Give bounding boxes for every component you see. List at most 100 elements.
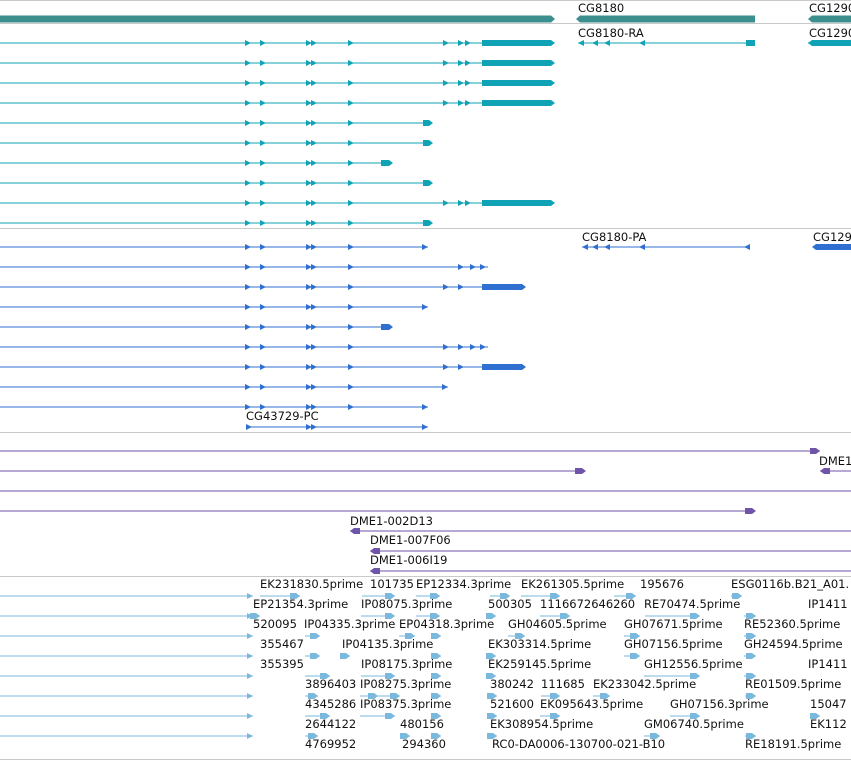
exon-arrow [245, 60, 251, 66]
est-label[interactable]: 521600 [490, 697, 534, 711]
est-label[interactable]: 480156 [400, 717, 444, 731]
est-label[interactable]: EK233042.5prime [593, 677, 696, 691]
exon-arrow [260, 60, 266, 66]
est-label[interactable]: 195676 [640, 577, 684, 591]
est-label[interactable]: EP04318.3prime [399, 617, 494, 631]
exon-arrow [306, 344, 312, 350]
est-label[interactable]: 111685 [541, 677, 585, 691]
exon-arrow [245, 140, 251, 146]
exon-arrow [458, 80, 464, 86]
exon-arrow [348, 284, 354, 290]
protein-label[interactable]: CG43729-PC [246, 409, 319, 423]
exon-block [423, 180, 433, 186]
exon-block [746, 40, 755, 46]
exon-block [482, 284, 526, 290]
est-label[interactable]: EK095643.5prime [540, 697, 643, 711]
clone-label[interactable]: DME1 [819, 454, 851, 468]
clone-label[interactable]: DME1-007F06 [370, 533, 451, 547]
est-label[interactable]: 1116672646260 [540, 597, 635, 611]
est-label[interactable]: 3896403 [305, 677, 356, 691]
clone-label[interactable]: DME1-002D13 [350, 514, 433, 528]
est-label[interactable]: 4769952 [305, 737, 356, 751]
exon-block [575, 468, 586, 474]
est-label[interactable]: 294360 [402, 737, 446, 751]
est-label[interactable]: RE01509.5prime [745, 677, 841, 691]
exon-arrow [582, 244, 588, 250]
est-label[interactable]: EK308954.5prime [490, 717, 593, 731]
exon-arrow [311, 60, 317, 66]
gene-label[interactable]: CG1290 [809, 1, 851, 15]
est-label[interactable]: IP04335.3prime [304, 617, 395, 631]
exon-block [746, 653, 756, 659]
exon-arrow [306, 364, 312, 370]
est-label[interactable]: EK259145.5prime [488, 657, 591, 671]
est-label[interactable]: RE70474.5prime [644, 597, 740, 611]
est-label[interactable]: EK231830.5prime [260, 577, 363, 591]
est-label[interactable]: GH07671.5prime [624, 617, 723, 631]
est-label[interactable]: EP21354.3prime [253, 597, 348, 611]
est-label[interactable]: IP08375.3prime [360, 697, 451, 711]
est-label[interactable]: GH04605.5prime [508, 617, 607, 631]
exon-arrow [348, 200, 354, 206]
est-label[interactable]: EP12334.3prime [416, 577, 511, 591]
clone-label[interactable]: DME1-006I19 [370, 553, 448, 567]
est-label[interactable]: GH12556.5prime [644, 657, 743, 671]
exon-arrow [260, 384, 266, 390]
est-label[interactable]: 355395 [260, 657, 304, 671]
est-label[interactable]: 2644122 [305, 717, 356, 731]
exon-block [515, 633, 525, 639]
protein-label[interactable]: CG129 [813, 230, 851, 244]
exon-arrow [245, 180, 251, 186]
est-label[interactable]: RE18191.5prime [745, 737, 841, 751]
exon-arrow [604, 40, 610, 46]
exon-arrow [260, 120, 266, 126]
exon-arrow [306, 60, 312, 66]
est-label[interactable]: IP08075.3prime [361, 597, 452, 611]
gene-label[interactable]: CG8180 [578, 1, 624, 15]
exon-arrow [458, 60, 464, 66]
est-label[interactable]: RE52360.5prime [744, 617, 840, 631]
est-label[interactable]: GH07156.3prime [670, 697, 769, 711]
est-label[interactable]: EK112 [810, 717, 847, 731]
exon-arrow [245, 284, 251, 290]
est-label[interactable]: IP08275.3prime [360, 677, 451, 691]
est-label[interactable]: IP04135.3prime [342, 637, 433, 651]
transcript-label[interactable]: CG8180-RA [578, 26, 644, 40]
est-label[interactable]: GM06740.5prime [644, 717, 744, 731]
est-label[interactable]: IP1411 [808, 657, 848, 671]
exon-arrow [306, 160, 312, 166]
est-label[interactable]: EK261305.5prime [521, 577, 624, 591]
exon-block [482, 40, 555, 46]
transcript-label[interactable]: CG1290 [809, 26, 851, 40]
exon-arrow [458, 200, 464, 206]
exon-arrow [306, 220, 312, 226]
exon-block [370, 568, 380, 574]
est-label[interactable]: 101735 [370, 577, 414, 591]
est-label[interactable]: RC0-DA0006-130700-021-B10 [492, 737, 665, 751]
exon-block [576, 15, 755, 23]
est-label[interactable]: 520095 [253, 617, 297, 631]
exon-block [650, 733, 660, 739]
exon-arrow [348, 404, 354, 410]
est-label[interactable]: ESG0116b.B21_A01. [731, 577, 849, 591]
est-label[interactable]: EK303314.5prime [488, 637, 591, 651]
est-label[interactable]: 500305 [488, 597, 532, 611]
protein-label[interactable]: CG8180-PA [582, 230, 647, 244]
est-label[interactable]: IP08175.3prime [361, 657, 452, 671]
exon-arrow [348, 220, 354, 226]
exon-arrow [247, 693, 253, 699]
exon-block [746, 733, 756, 739]
exon-block [487, 733, 497, 739]
est-label[interactable]: GH07156.5prime [624, 637, 723, 651]
est-label[interactable]: 355467 [260, 637, 304, 651]
exon-block [550, 693, 560, 699]
est-label[interactable]: 4345286 [305, 697, 356, 711]
exon-arrow [592, 244, 598, 250]
exon-arrow [246, 424, 252, 430]
est-label[interactable]: 380242 [490, 677, 534, 691]
est-label[interactable]: 15047 [810, 697, 847, 711]
est-label[interactable]: IP1411 [808, 597, 848, 611]
exon-arrow [306, 324, 312, 330]
est-label[interactable]: GH24594.5prime [744, 637, 843, 651]
exon-block [486, 613, 496, 619]
